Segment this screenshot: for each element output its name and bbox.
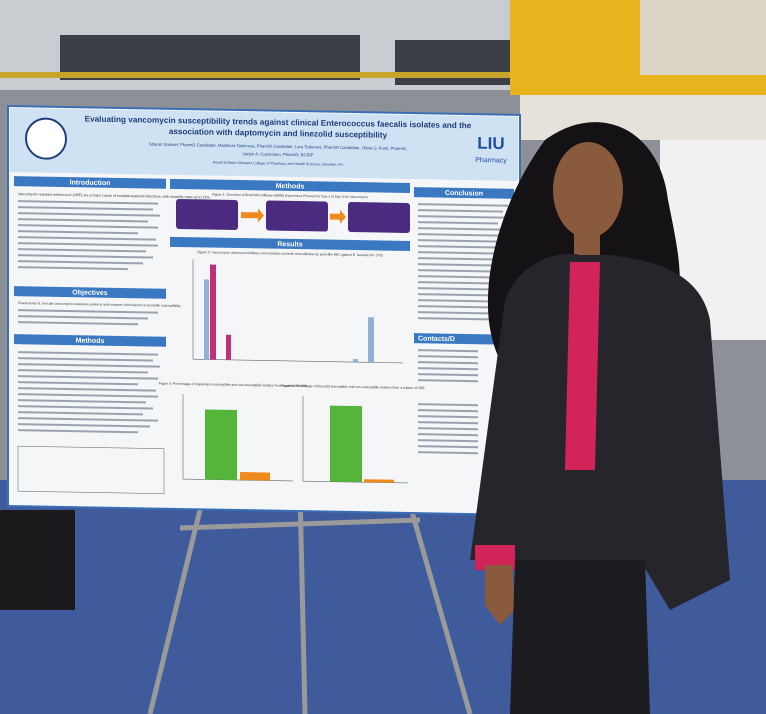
section-title: Conclusion bbox=[445, 190, 483, 198]
jacket bbox=[470, 253, 730, 610]
figure-caption: Figure 2: Vancomycin minimum inhibitory … bbox=[197, 250, 382, 257]
section-title: Results bbox=[277, 241, 302, 248]
authors: Jaclyn A. Cusumano, PharmD, BCIDP bbox=[243, 151, 314, 157]
text-lines bbox=[418, 203, 510, 321]
person bbox=[470, 122, 730, 714]
logo: LIU bbox=[477, 134, 504, 153]
chart-bar bbox=[364, 479, 394, 483]
top bbox=[565, 262, 600, 470]
authors: Sharon Samuel, PharmD Candidate, Mashtur… bbox=[149, 142, 407, 152]
section-bar bbox=[14, 286, 166, 299]
objectives-text: Characterize E. faecalis vancomycin resi… bbox=[18, 301, 181, 308]
section-bar bbox=[170, 236, 410, 252]
chart-bar bbox=[368, 317, 374, 363]
poster-header bbox=[10, 108, 518, 181]
arrow bbox=[241, 208, 264, 223]
chart-bar bbox=[330, 405, 362, 483]
chart-bar bbox=[240, 472, 270, 481]
section-title: Methods bbox=[276, 183, 305, 191]
title: association with daptomycin and linezoli… bbox=[169, 127, 388, 140]
face bbox=[553, 142, 623, 238]
logo-sub: Pharmacy bbox=[475, 157, 507, 165]
arrow bbox=[330, 209, 346, 224]
hand bbox=[485, 565, 515, 625]
text-lines bbox=[18, 309, 158, 326]
figure-caption: Figure 1: Overview of Broth Microdilutio… bbox=[212, 192, 368, 199]
trousers bbox=[510, 560, 650, 714]
section-bar bbox=[170, 178, 410, 194]
text-lines bbox=[418, 349, 478, 455]
intro-text: Vancomycin-resistant enterococci (VRE) a… bbox=[18, 192, 211, 199]
chart-bar bbox=[210, 264, 216, 360]
figure-caption: Figure 3: Percentage of daptomycin susce… bbox=[159, 382, 308, 389]
table bbox=[17, 445, 165, 495]
section-bar bbox=[414, 187, 514, 199]
section-title: Introduction bbox=[70, 179, 111, 187]
text-lines bbox=[18, 351, 160, 434]
section-bar bbox=[414, 333, 514, 345]
figure-caption: Figure 4: Percentage of linezolid suscep… bbox=[281, 384, 425, 391]
seal bbox=[25, 117, 67, 160]
section-bar bbox=[14, 176, 166, 189]
text-lines bbox=[18, 200, 160, 271]
person-legs-left bbox=[0, 510, 75, 610]
affiliation: Arnold & Marie Schwartz College of Pharm… bbox=[213, 161, 344, 167]
section-title: Contacts/D bbox=[418, 336, 455, 344]
chart-bar bbox=[204, 279, 209, 360]
section-bar bbox=[14, 334, 166, 347]
chart-bar bbox=[205, 409, 237, 480]
step-box bbox=[266, 200, 328, 232]
chart-bar bbox=[226, 334, 231, 360]
section-title: Objectives bbox=[72, 289, 108, 297]
step-box bbox=[348, 201, 410, 233]
wall-panel bbox=[640, 0, 766, 75]
railing bbox=[0, 72, 560, 78]
poster: Evaluating vancomycin susceptibility tre… bbox=[7, 104, 521, 516]
easel bbox=[147, 489, 473, 714]
axis bbox=[183, 478, 293, 482]
chart-bar bbox=[353, 359, 358, 363]
step-box bbox=[176, 198, 238, 230]
section-title: Methods bbox=[76, 338, 105, 346]
